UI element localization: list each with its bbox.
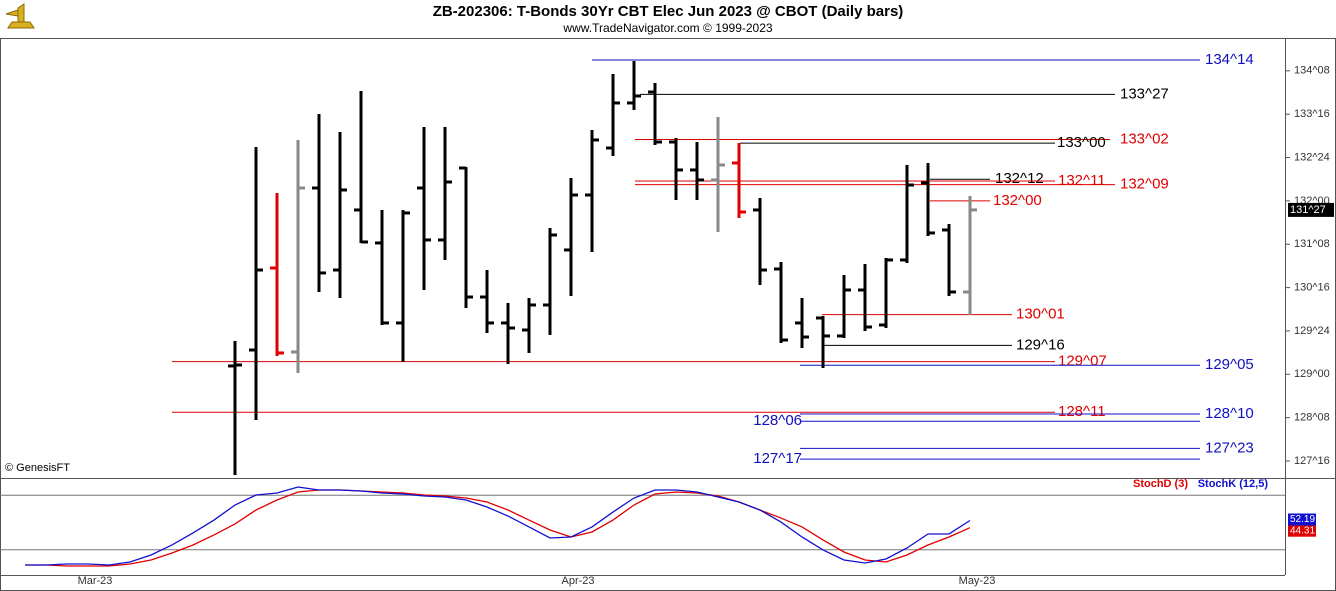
series-line [25,486,971,566]
chart-title: ZB-202306: T-Bonds 30Yr CBT Elec Jun 202… [433,3,904,20]
level-label: 132^00 [993,192,1042,209]
frame [0,38,1336,591]
last-value-box [1288,513,1316,526]
chart-subtitle: www.TradeNavigator.com © 1999-2023 [562,21,772,35]
level-label: 129^05 [1205,356,1254,373]
x-tick-label: May-23 [959,575,996,587]
level-label: 132^11 [1058,172,1106,189]
level-label: 130^01 [1016,306,1065,323]
legend-entry: StochD (3) [1133,478,1188,490]
source-note: © GenesisFT [5,462,70,474]
y-tick-label: 128^08 [1294,412,1330,424]
last-value-label: 52.19 [1290,514,1315,525]
level-label: 133^27 [1120,85,1169,102]
level-label: 133^02 [1120,130,1169,147]
y-tick-label: 129^24 [1294,325,1330,337]
level-label: 133^00 [1057,134,1106,151]
y-tick-label: 132^24 [1294,151,1330,163]
level-label: 132^09 [1120,176,1169,193]
y-tick-label: 129^00 [1294,368,1330,380]
level-label: 128^10 [1205,405,1254,422]
legend-entry: StochK (12,5) [1198,478,1269,490]
last-price-label: 131^27 [1290,204,1326,216]
y-tick-label: 131^08 [1294,238,1330,250]
series-line [25,489,971,567]
y-tick-label: 127^16 [1294,455,1330,467]
level-label: 132^12 [995,170,1044,187]
last-value-label: 44.31 [1290,525,1315,536]
logo [5,3,35,29]
x-tick-label: Mar-23 [78,575,113,587]
level-label: 127^23 [1205,439,1254,456]
level-label: 134^14 [1205,51,1254,68]
last-value-box [1288,524,1316,537]
y-tick-label: 133^16 [1294,108,1330,120]
x-tick-label: Apr-23 [561,575,594,587]
y-tick-label: 130^16 [1294,281,1330,293]
level-label: 129^16 [1016,336,1065,353]
level-label: 127^17 [753,450,802,467]
y-tick-label: 134^08 [1294,65,1330,77]
level-label: 129^07 [1058,353,1107,370]
level-label: 128^11 [1058,403,1106,420]
level-label: 128^06 [753,412,802,429]
last-price-box [1288,202,1334,217]
